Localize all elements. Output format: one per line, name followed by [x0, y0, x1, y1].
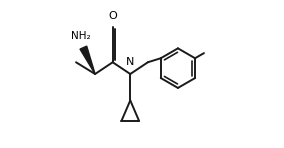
Polygon shape: [80, 46, 95, 74]
Text: N: N: [126, 57, 134, 67]
Text: NH₂: NH₂: [71, 31, 91, 41]
Text: O: O: [108, 11, 117, 21]
